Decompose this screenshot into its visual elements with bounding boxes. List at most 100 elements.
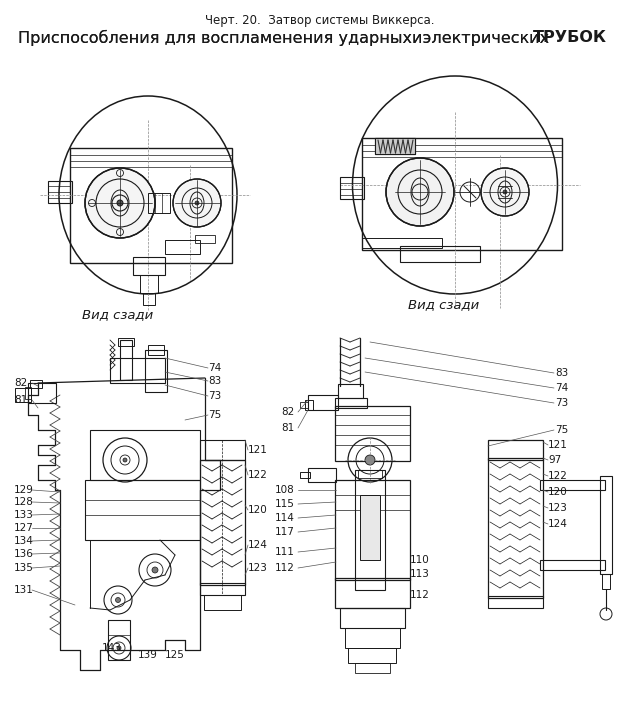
Bar	[335, 398, 367, 408]
Bar	[200, 460, 245, 585]
Bar	[600, 476, 612, 574]
Bar	[300, 472, 310, 478]
Bar	[195, 235, 215, 243]
Circle shape	[481, 168, 529, 216]
Text: 121: 121	[548, 440, 568, 450]
Text: Вид сзади: Вид сзади	[408, 298, 479, 311]
Circle shape	[173, 179, 221, 227]
Bar	[120, 340, 132, 380]
Bar	[400, 246, 480, 262]
Bar	[362, 138, 562, 250]
Circle shape	[123, 458, 127, 462]
Circle shape	[195, 201, 199, 205]
Bar	[360, 495, 380, 560]
Text: 135: 135	[14, 563, 34, 573]
Text: 136: 136	[14, 549, 34, 559]
Text: 81: 81	[14, 395, 28, 405]
Text: 97: 97	[548, 455, 561, 465]
Text: 129: 129	[14, 485, 34, 495]
Bar	[15, 388, 31, 402]
Bar	[540, 560, 605, 570]
Text: 114: 114	[275, 513, 295, 523]
Bar	[204, 595, 241, 610]
Bar	[145, 350, 167, 392]
Circle shape	[117, 200, 123, 206]
Bar	[70, 148, 232, 263]
Bar	[340, 177, 364, 199]
Text: 125: 125	[165, 650, 185, 660]
Circle shape	[115, 598, 120, 603]
Text: 127: 127	[14, 523, 34, 533]
Bar	[28, 383, 56, 403]
Text: 112: 112	[275, 563, 295, 573]
Bar	[90, 430, 200, 480]
Circle shape	[365, 455, 375, 465]
Bar	[110, 358, 165, 383]
Text: Приспособления для воспламенения ударныхиэлектрических: Приспособления для воспламенения ударных…	[18, 30, 554, 46]
Text: Черт. 20.  Затвор системы Виккерса.: Черт. 20. Затвор системы Виккерса.	[205, 14, 435, 27]
Text: 73: 73	[555, 398, 568, 408]
Bar	[488, 458, 543, 598]
Bar	[335, 406, 410, 461]
Bar	[348, 648, 396, 663]
Text: 113: 113	[410, 569, 430, 579]
Bar	[305, 400, 313, 410]
Circle shape	[386, 158, 454, 226]
Text: 124: 124	[548, 519, 568, 529]
Text: 123: 123	[548, 503, 568, 513]
Text: Приспособления для воспламенения ударныхиэлектрических: Приспособления для воспламенения ударных…	[18, 30, 554, 46]
Text: 128: 128	[14, 497, 34, 507]
Text: 124: 124	[248, 540, 268, 550]
Text: Вид сзади: Вид сзади	[82, 308, 153, 321]
Text: ТРУБОК: ТРУБОК	[533, 30, 607, 45]
Circle shape	[85, 168, 155, 238]
Bar	[338, 384, 363, 398]
Text: 121: 121	[248, 445, 268, 455]
Bar	[358, 470, 382, 478]
Bar	[108, 620, 130, 660]
Bar	[602, 574, 610, 589]
Text: 75: 75	[555, 425, 568, 435]
Text: 81: 81	[282, 423, 295, 433]
Circle shape	[503, 190, 507, 194]
Circle shape	[117, 646, 121, 650]
Bar	[148, 345, 164, 355]
Bar	[200, 440, 245, 460]
Text: 133: 133	[14, 510, 34, 520]
Bar	[362, 238, 442, 248]
Text: 73: 73	[208, 391, 221, 401]
Text: 120: 120	[548, 487, 568, 497]
Bar	[85, 480, 200, 540]
Text: 122: 122	[548, 471, 568, 481]
Text: 123: 123	[248, 563, 268, 573]
Text: 110: 110	[410, 555, 429, 565]
Text: 122: 122	[248, 470, 268, 480]
Bar	[340, 608, 405, 628]
Bar	[30, 380, 42, 388]
Bar	[308, 468, 336, 482]
Bar	[345, 628, 400, 648]
Bar	[48, 181, 72, 203]
Text: 83: 83	[555, 368, 568, 378]
Bar	[25, 387, 31, 399]
Bar	[375, 138, 415, 154]
Bar	[165, 240, 200, 254]
Text: 75: 75	[208, 410, 221, 420]
Bar	[143, 293, 155, 305]
Text: 108: 108	[275, 485, 295, 495]
Bar	[148, 193, 170, 213]
Bar	[488, 596, 543, 608]
Bar	[355, 470, 385, 590]
Bar	[355, 663, 390, 673]
Bar	[540, 480, 605, 490]
Circle shape	[152, 567, 158, 573]
Text: 74: 74	[555, 383, 568, 393]
Bar	[308, 395, 338, 410]
Text: 117: 117	[275, 527, 295, 537]
Bar	[335, 578, 410, 608]
Text: 120: 120	[248, 505, 268, 515]
Text: 131: 131	[14, 585, 34, 595]
Bar	[133, 257, 165, 275]
Text: 134: 134	[14, 536, 34, 546]
Bar	[300, 402, 308, 408]
